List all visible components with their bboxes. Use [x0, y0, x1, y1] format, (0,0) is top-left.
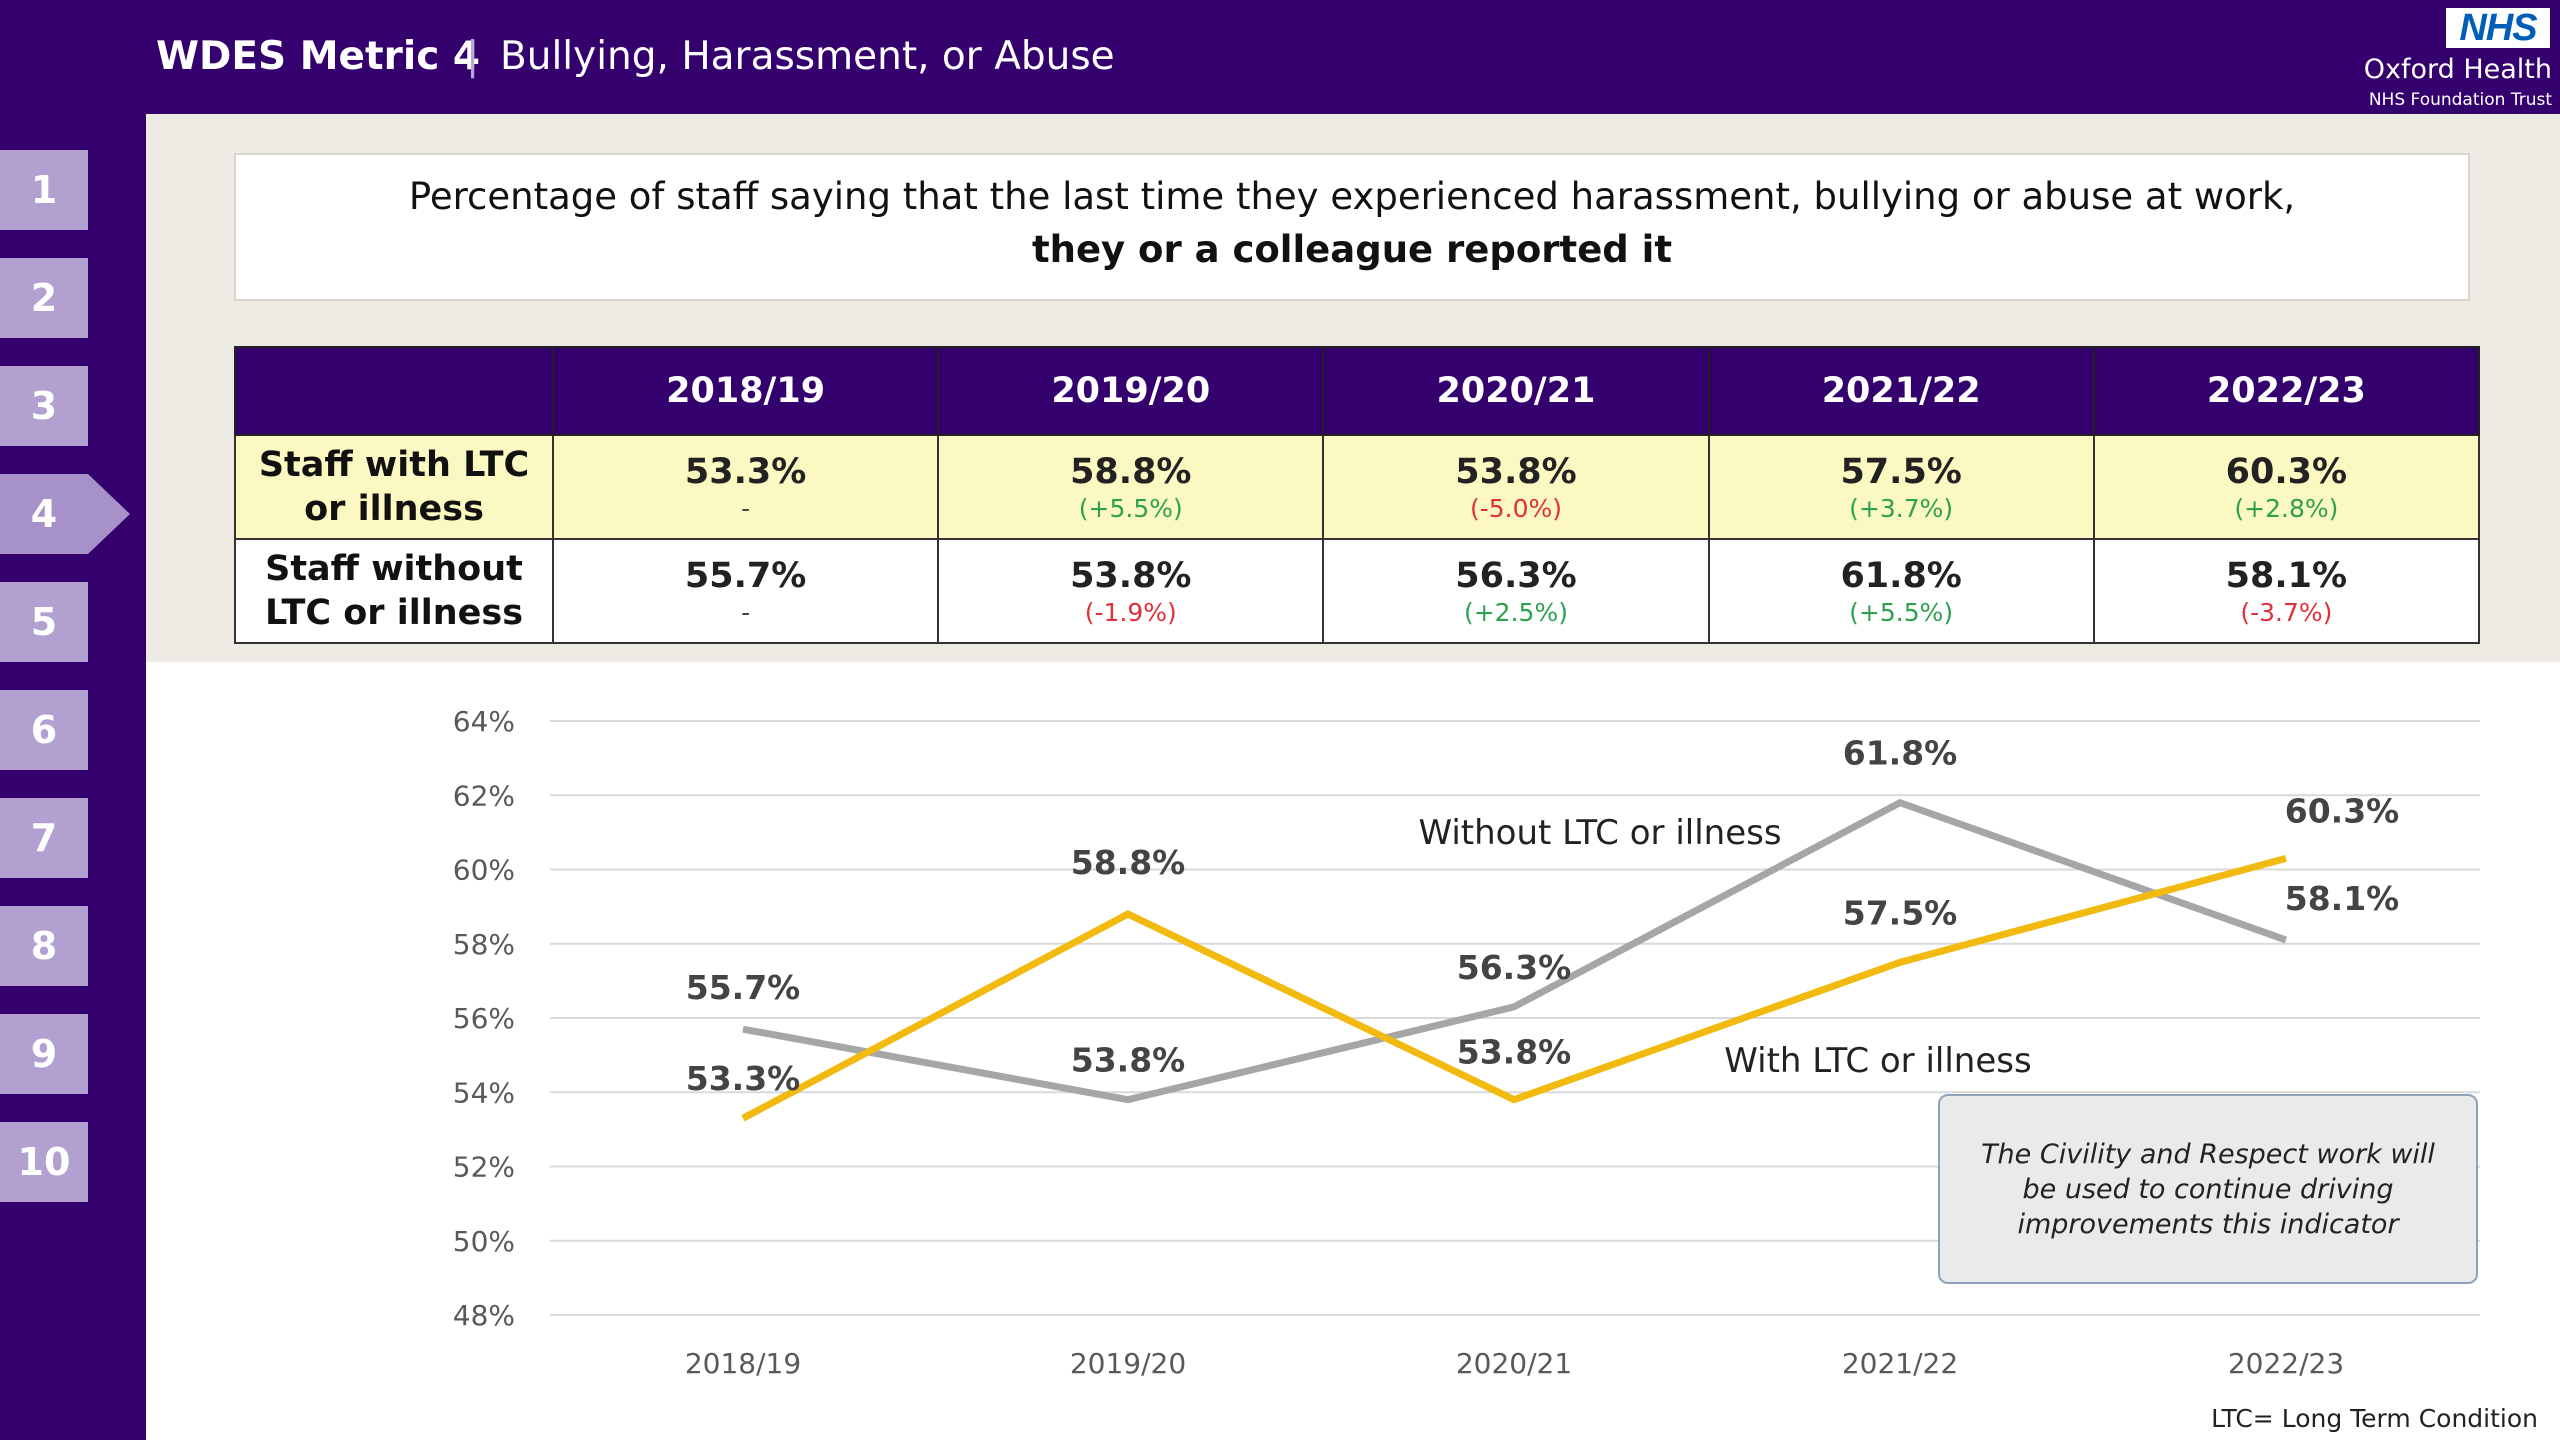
y-tick-label: 64%: [453, 705, 515, 738]
cell-value: 58.1%: [2225, 555, 2348, 596]
table-header-blank: [234, 346, 554, 436]
table-header-row: 2018/19 2019/20 2020/21 2021/22 2022/23: [234, 346, 2481, 436]
question-emphasis: they or a colleague reported it: [1031, 228, 1673, 271]
row-label-line2: LTC or illness: [264, 593, 524, 633]
cell-value: 58.8%: [1070, 451, 1192, 492]
data-label: 55.7%: [686, 968, 801, 1007]
table-cell: 60.3% (+2.8%): [2092, 434, 2481, 540]
page-subtitle: Bullying, Harassment, or Abuse: [500, 34, 1115, 79]
row-label-line2: or illness: [304, 489, 484, 529]
series-line-without-ltc: [742, 798, 2288, 1104]
cell-change: (+5.5%): [1849, 597, 1954, 627]
series-name-with-ltc: With LTC or illness: [1724, 1041, 2031, 1081]
cell-value: 60.3%: [2225, 451, 2348, 492]
data-label: 61.8%: [1843, 734, 1958, 773]
table-cell: 53.3% -: [551, 434, 940, 540]
series-name-without-ltc: Without LTC or illness: [1418, 813, 1781, 853]
cell-value: 56.3%: [1455, 555, 1577, 596]
y-tick-label: 58%: [453, 928, 515, 961]
y-tick-label: 52%: [453, 1151, 515, 1184]
table-cell: 57.5% (+3.7%): [1707, 434, 2095, 540]
data-label: 58.8%: [1071, 843, 1186, 882]
data-label: 53.8%: [1457, 1033, 1572, 1072]
x-tick-label: 2018/19: [685, 1347, 801, 1380]
metric-table: 2018/19 2019/20 2020/21 2021/22 2022/23 …: [234, 346, 2481, 644]
x-tick-label: 2020/21: [1456, 1347, 1572, 1380]
sidebar-item-2[interactable]: 2: [0, 258, 88, 338]
cell-change: (+2.8%): [2234, 493, 2339, 523]
y-tick-label: 62%: [453, 779, 515, 812]
cell-change: -: [741, 597, 751, 627]
table-cell: 58.8% (+5.5%): [937, 434, 1325, 540]
active-page-arrow: [88, 474, 130, 554]
cell-change: (+2.5%): [1463, 597, 1568, 627]
series-line-with-ltc: [741, 854, 2287, 1122]
row-label: Staff without LTC or illness: [234, 538, 554, 644]
title-separator: |: [466, 34, 480, 79]
table-cell: 53.8% (-1.9%): [937, 538, 1325, 644]
x-tick-label: 2019/20: [1070, 1347, 1186, 1380]
sidebar-item-3[interactable]: 3: [0, 366, 88, 446]
table-cell: 56.3% (+2.5%): [1322, 538, 1710, 644]
sidebar-item-10[interactable]: 10: [0, 1122, 88, 1202]
y-tick-label: 48%: [453, 1299, 515, 1332]
sidebar-item-5[interactable]: 5: [0, 582, 88, 662]
table-cell: 58.1% (-3.7%): [2092, 538, 2481, 644]
row-label: Staff with LTC or illness: [234, 434, 554, 540]
data-label: 58.1%: [2285, 879, 2400, 918]
cell-value: 53.3%: [684, 451, 807, 492]
table-row-without-ltc: Staff without LTC or illness 55.7% - 53.8%…: [234, 538, 2481, 644]
sidebar-item-6[interactable]: 6: [0, 690, 88, 770]
row-label-line1: Staff with LTC: [258, 445, 530, 485]
table-cell: 61.8% (+5.5%): [1707, 538, 2095, 644]
row-label-line1: Staff without: [265, 549, 523, 589]
cell-change: (+3.7%): [1849, 493, 1954, 523]
data-label: 53.8%: [1071, 1041, 1186, 1080]
nhs-logo: NHS: [2446, 8, 2550, 48]
sidebar-item-4[interactable]: 4: [0, 474, 88, 554]
cell-value: 53.8%: [1070, 555, 1192, 596]
cell-value: 55.7%: [684, 555, 807, 596]
table-header-year: 2021/22: [1707, 346, 2095, 436]
sidebar-item-9[interactable]: 9: [0, 1014, 88, 1094]
x-tick-label: 2022/23: [2228, 1347, 2344, 1380]
y-tick-label: 56%: [453, 1002, 515, 1035]
header-bar: [0, 0, 2560, 114]
cell-value: 53.8%: [1455, 451, 1577, 492]
question-box: Percentage of staff saying that the last…: [234, 153, 2470, 301]
cell-value: 57.5%: [1840, 451, 1962, 492]
y-tick-label: 60%: [453, 854, 515, 887]
table-header-year: 2019/20: [937, 346, 1325, 436]
cell-change: (-5.0%): [1469, 493, 1562, 523]
callout-note: The Civility and Respect work will be us…: [1938, 1094, 2478, 1284]
y-tick-label: 54%: [453, 1076, 515, 1109]
org-name: Oxford Health: [2363, 54, 2552, 85]
org-subtitle: NHS Foundation Trust: [2368, 90, 2552, 110]
data-label: 53.3%: [686, 1059, 801, 1098]
page-title: WDES Metric 4: [156, 34, 481, 79]
table-header-year: 2018/19: [551, 346, 940, 436]
table-cell: 55.7% -: [551, 538, 940, 644]
data-label: 57.5%: [1843, 893, 1958, 932]
question-text: Percentage of staff saying that the last…: [408, 175, 2296, 218]
cell-change: (-1.9%): [1084, 597, 1177, 627]
y-tick-label: 50%: [453, 1225, 515, 1258]
footnote: LTC= Long Term Condition: [2211, 1404, 2538, 1433]
sidebar-item-1[interactable]: 1: [0, 150, 88, 230]
x-tick-label: 2021/22: [1842, 1347, 1958, 1380]
cell-value: 61.8%: [1840, 555, 1962, 596]
sidebar-item-7[interactable]: 7: [0, 798, 88, 878]
cell-change: (-3.7%): [2240, 597, 2333, 627]
data-label: 56.3%: [1457, 948, 1572, 987]
table-row-with-ltc: Staff with LTC or illness 53.3% - 58.8% (+5…: [234, 434, 2481, 540]
table-header-year: 2020/21: [1322, 346, 1710, 436]
table-header-year: 2022/23: [2092, 346, 2481, 436]
cell-change: -: [741, 493, 751, 523]
data-label: 60.3%: [2285, 791, 2400, 830]
table-cell: 53.8% (-5.0%): [1322, 434, 1710, 540]
cell-change: (+5.5%): [1078, 493, 1183, 523]
sidebar-item-8[interactable]: 8: [0, 906, 88, 986]
